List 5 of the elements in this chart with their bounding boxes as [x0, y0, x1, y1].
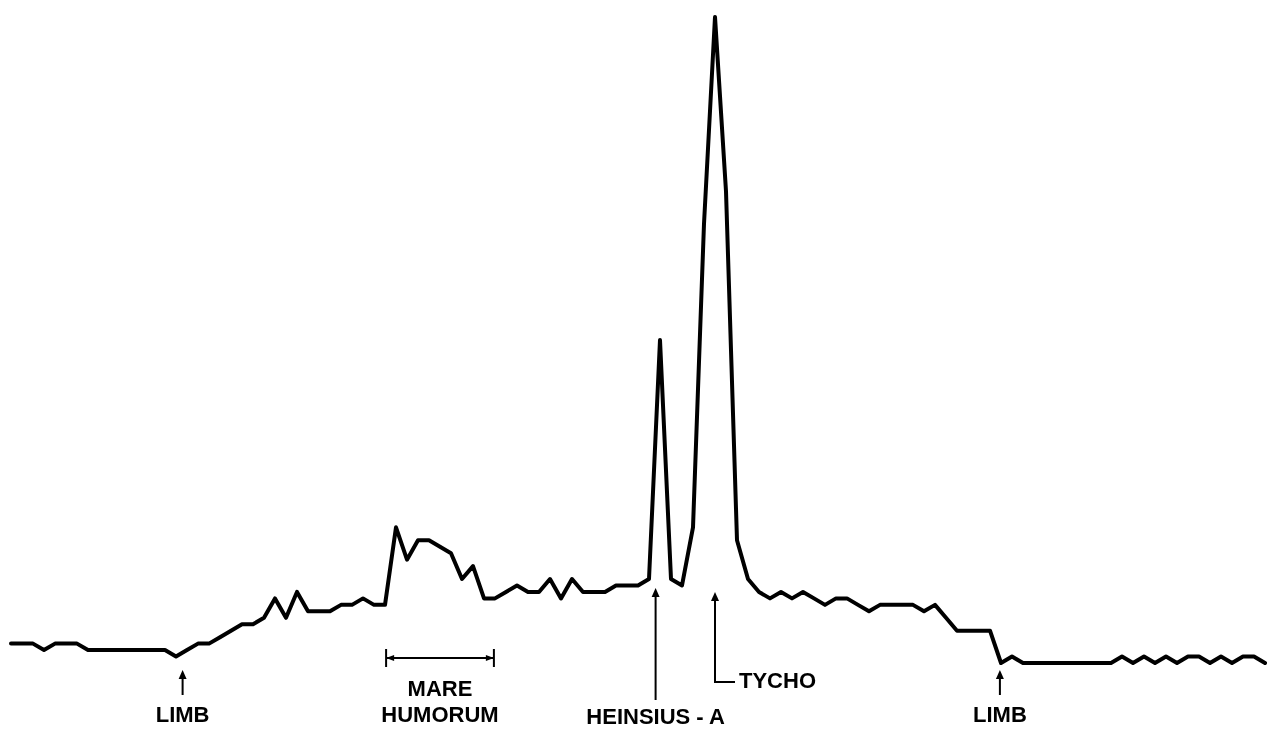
text: LIMB [972, 702, 1028, 728]
text: HEINSIUS - A [585, 704, 726, 730]
text: TYCHO [739, 668, 817, 694]
text: MARE HUMORUM [380, 676, 500, 728]
text: LIMB [154, 702, 211, 728]
